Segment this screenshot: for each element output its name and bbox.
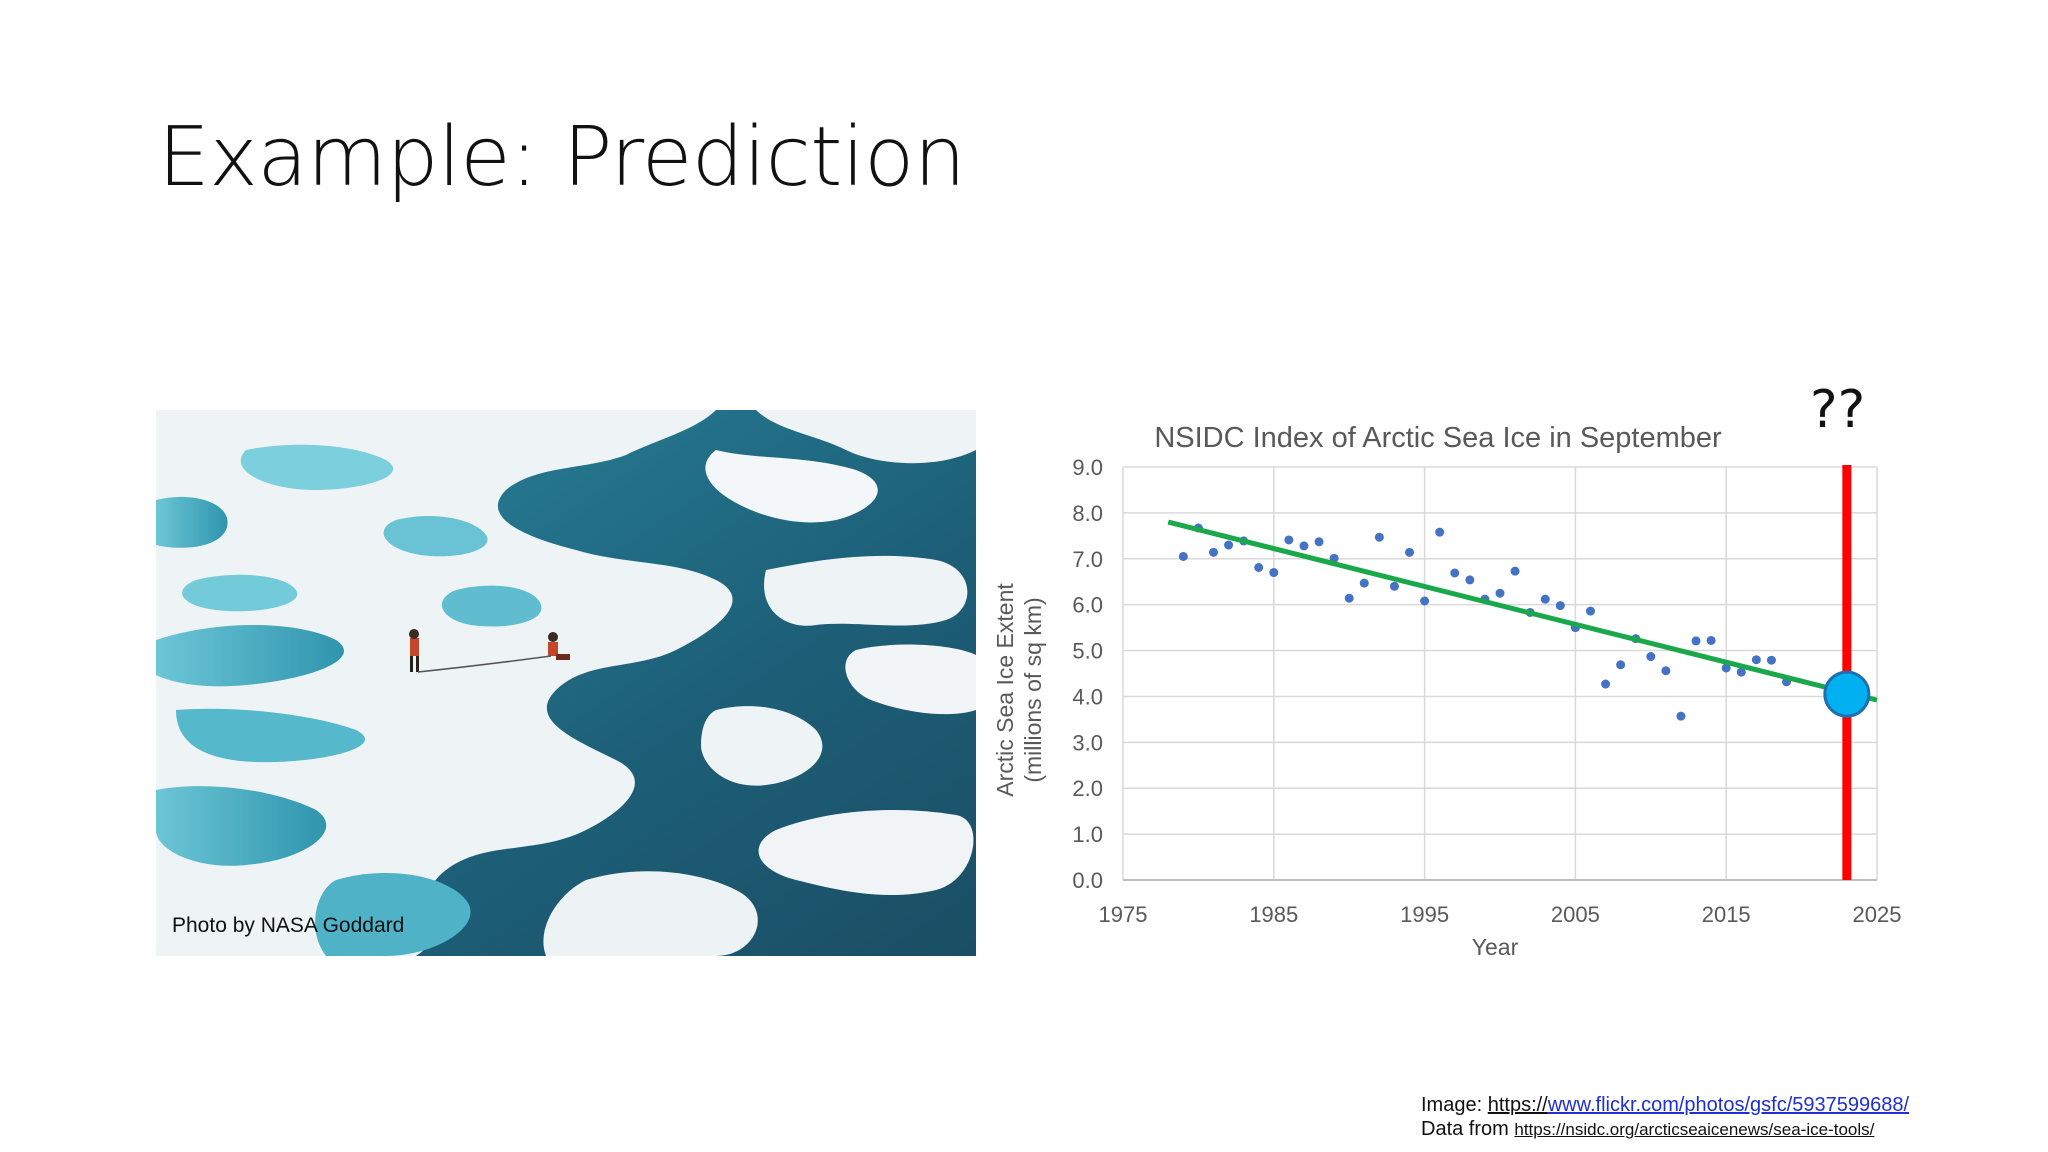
data-point <box>1555 601 1565 611</box>
x-tick-label: 2025 <box>1853 902 1902 927</box>
y-tick-label: 3.0 <box>1072 730 1103 755</box>
data-point <box>1254 562 1264 572</box>
x-axis-label: Year <box>1472 934 1519 960</box>
data-point <box>1344 593 1354 603</box>
person-figure <box>409 629 419 672</box>
data-point <box>1420 596 1430 606</box>
image-credit-prefix: Image: <box>1421 1094 1488 1116</box>
data-point <box>1751 655 1761 665</box>
data-point <box>1208 547 1218 557</box>
data-point <box>1736 667 1746 677</box>
data-point <box>1389 581 1399 591</box>
data-point <box>1465 575 1475 585</box>
data-point <box>1721 663 1731 673</box>
x-tick-label: 2015 <box>1702 902 1751 927</box>
y-tick-label: 1.0 <box>1072 822 1103 847</box>
data-link[interactable]: https://nsidc.org/arcticseaicenews/sea-i… <box>1514 1120 1875 1139</box>
y-tick-label: 6.0 <box>1072 593 1103 618</box>
data-point <box>1299 541 1309 551</box>
y-tick-label: 2.0 <box>1072 776 1103 801</box>
data-point <box>1766 655 1776 665</box>
x-tick-label: 1985 <box>1249 902 1298 927</box>
data-point <box>1450 568 1460 578</box>
data-credit: Data from https://nsidc.org/arcticseaice… <box>1421 1117 1909 1142</box>
data-point <box>1435 527 1445 537</box>
data-point <box>1329 553 1339 563</box>
data-point <box>1661 666 1671 676</box>
y-tick-label: 8.0 <box>1072 501 1103 526</box>
data-point <box>1510 566 1520 576</box>
data-point <box>1314 537 1324 547</box>
image-link[interactable]: www.flickr.com/photos/gsfc/5937599688/ <box>1547 1094 1910 1116</box>
data-point <box>1706 635 1716 645</box>
y-tick-label: 9.0 <box>1072 455 1103 480</box>
data-point <box>1284 535 1294 545</box>
y-tick-label: 7.0 <box>1072 547 1103 572</box>
data-point <box>1374 532 1384 542</box>
prediction-point[interactable] <box>1823 670 1871 718</box>
sea-ice-chart: NSIDC Index of Arctic Sea Ice in Septemb… <box>990 380 1930 980</box>
melt-pond-illustration <box>156 410 976 956</box>
data-point <box>1676 711 1686 721</box>
data-point <box>1359 578 1369 588</box>
credits: Image: https://www.flickr.com/photos/gsf… <box>1421 1093 1909 1142</box>
y-tick-label: 0.0 <box>1072 868 1103 893</box>
data-point <box>1616 660 1626 670</box>
x-tick-label: 1975 <box>1099 902 1148 927</box>
chart-svg: NSIDC Index of Arctic Sea Ice in Septemb… <box>992 422 1902 960</box>
data-credit-prefix: Data from <box>1421 1118 1515 1140</box>
x-tick-label: 1995 <box>1400 902 1449 927</box>
data-point <box>1405 547 1415 557</box>
data-point <box>1495 588 1505 598</box>
image-credit: Image: https://www.flickr.com/photos/gsf… <box>1421 1093 1909 1117</box>
data-point <box>1691 636 1701 646</box>
photo-caption: Photo by NASA Goddard <box>172 914 405 937</box>
data-point <box>1646 652 1656 662</box>
unknown-value-label: ?? <box>1810 380 1866 440</box>
data-point <box>1585 606 1595 616</box>
data-point <box>1601 679 1611 689</box>
slide-title: Example: Prediction <box>158 110 966 205</box>
person-figure <box>548 632 570 660</box>
sea-ice-photo: Photo by NASA Goddard <box>156 410 976 956</box>
x-tick-label: 2005 <box>1551 902 1600 927</box>
data-point <box>1224 540 1234 550</box>
chart-title: NSIDC Index of Arctic Sea Ice in Septemb… <box>1154 422 1722 454</box>
y-tick-label: 4.0 <box>1072 684 1103 709</box>
trend-line <box>1167 519 1878 703</box>
y-tick-label: 5.0 <box>1072 639 1103 664</box>
data-point <box>1178 551 1188 561</box>
data-point <box>1269 568 1279 578</box>
y-axis-label-units: (millions of sq km) <box>1020 597 1046 782</box>
y-axis-label: Arctic Sea Ice Extent <box>992 583 1018 797</box>
image-link-scheme[interactable]: https:// <box>1487 1094 1548 1116</box>
data-point <box>1540 594 1550 604</box>
